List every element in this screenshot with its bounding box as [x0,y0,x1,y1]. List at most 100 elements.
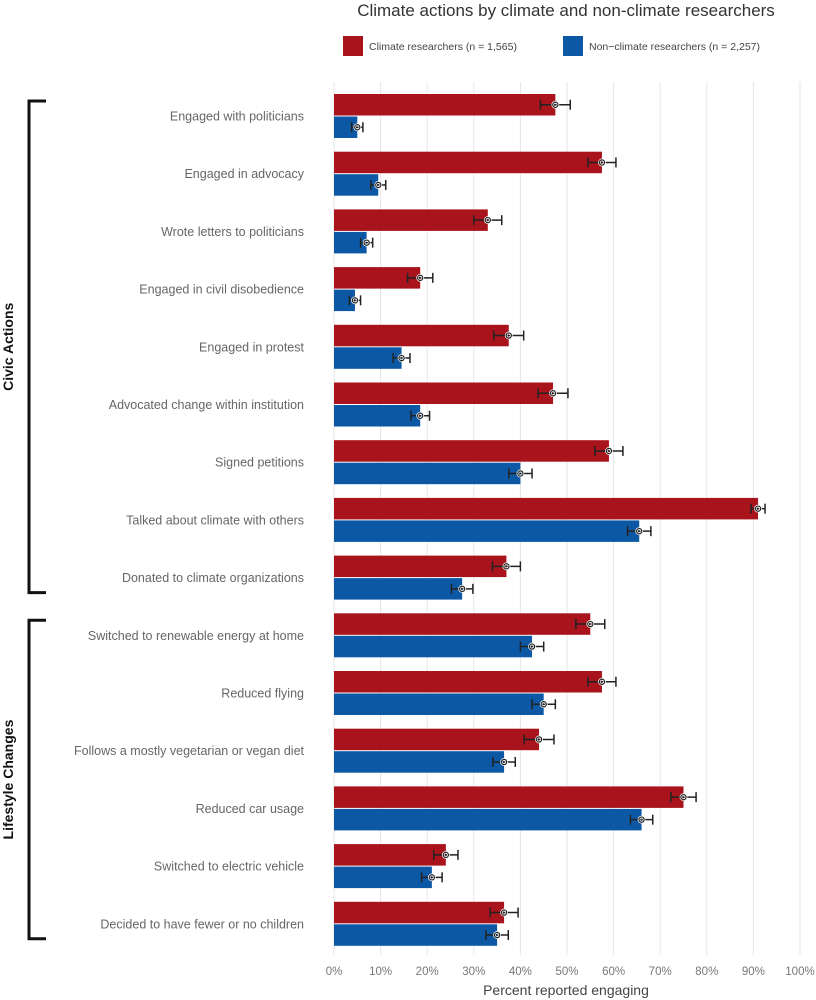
error-bar-non_climate [492,756,517,767]
error-bar-climate [670,792,697,803]
error-bar-climate [594,445,624,456]
bar-climate [334,324,509,347]
group-bracket: Civic Actions [0,99,46,595]
bar-non_climate [334,635,533,658]
category-label: Wrote letters to politicians [161,225,304,239]
x-tick-label: 80% [695,966,718,978]
category-label: Engaged in civil disobedience [139,283,304,297]
category-label: Follows a mostly vegetarian or vegan die… [74,744,305,758]
error-bar-climate [537,388,569,399]
error-bar-climate [587,676,617,687]
error-bar-non_climate [626,526,652,537]
x-tick-label: 70% [649,966,672,978]
error-bar-non_climate [350,122,364,133]
x-tick-labels: 0% 10% 20% 30% 40% 50% 60% 70% 80% 90% 100% [326,966,815,978]
bar-non_climate [334,462,521,485]
error-bar-climate [587,157,617,168]
error-bar-non_climate [410,410,431,421]
error-bar-non_climate [450,583,474,594]
legend-swatch-non_climate [563,36,583,56]
bar-climate [334,94,556,116]
bar-climate [334,901,505,924]
error-bar-climate [406,272,434,283]
x-tick-label: 90% [742,966,765,978]
group-bracket: Lifestyle Changes [0,618,46,941]
error-bar-non_climate [359,237,374,248]
bar-non_climate [334,751,505,773]
bar-non_climate [334,866,432,889]
x-tick-label: 100% [785,966,814,978]
error-bar-non_climate [392,353,411,364]
bar-non_climate [334,693,544,715]
error-bar-climate [493,330,525,341]
bar-non_climate [334,174,379,196]
x-tick-label: 10% [369,966,392,978]
x-tick-label: 50% [555,966,578,978]
bar-climate [334,382,554,404]
error-bar-non_climate [519,641,545,652]
bar-non_climate [334,578,463,600]
x-axis-title: Percent reported engaging [483,982,649,998]
category-label: Reduced flying [221,687,304,701]
bar-non_climate [334,520,640,542]
category-label: Advocated change within institution [109,398,304,412]
bar-climate [334,613,591,635]
bar-non_climate [334,405,421,427]
error-bar-climate [539,99,572,110]
legend-label-non_climate: Non−climate researchers (n = 2,257) [589,41,760,53]
category-labels: Engaged with politicians Engaged in advoc… [74,110,305,932]
legend-label-climate: Climate researchers (n = 1,565) [369,41,517,53]
error-bar-non_climate [531,699,557,710]
group-label: Lifestyle Changes [0,719,16,839]
error-bar-non_climate [370,179,387,190]
bar-non_climate [334,231,367,254]
category-label: Switched to electric vehicle [154,860,304,874]
error-bars [348,99,766,941]
category-label: Reduced car usage [196,802,304,816]
bar-climate [334,728,540,751]
category-label: Engaged in advocacy [184,167,304,181]
x-tick-label: 30% [462,966,485,978]
bars [334,94,759,946]
bar-climate [334,671,602,693]
error-bar-climate [491,561,522,572]
error-bar-climate [489,907,519,918]
category-label: Switched to renewable energy at home [88,629,304,643]
error-bar-non_climate [508,468,533,479]
category-label: Decided to have fewer or no children [100,917,304,931]
bar-climate [334,555,507,578]
chart-title: Climate actions by climate and non-clima… [357,1,775,20]
bar-climate [334,786,684,808]
bar-climate [334,440,609,462]
group-brackets: Civic Actions Lifestyle Changes [0,99,46,941]
error-bar-non_climate [420,872,443,883]
bar-climate [334,209,488,231]
category-label: Engaged in protest [199,340,304,354]
error-bar-climate [473,215,503,226]
bar-non_climate [334,347,402,369]
bar-climate [334,844,446,866]
bar-non_climate [334,116,358,138]
x-tick-label: 60% [602,966,625,978]
x-tick-label: 20% [416,966,439,978]
bar-climate [334,267,421,289]
legend: Climate researchers (n = 1,565) Non−clima… [343,36,760,56]
bar-non_climate [334,289,355,312]
x-tick-label: 0% [326,966,343,978]
category-label: Signed petitions [215,456,304,470]
bar-non_climate [334,924,498,946]
category-label: Talked about climate with others [126,513,304,527]
error-bar-climate [523,734,555,745]
category-label: Donated to climate organizations [122,571,304,585]
error-bar-non_climate [348,295,362,306]
bar-climate [334,497,759,520]
legend-swatch-climate [343,36,363,56]
category-label: Engaged with politicians [170,110,304,124]
error-bar-non_climate [485,930,510,941]
x-tick-label: 40% [509,966,532,978]
error-bar-non_climate [629,814,654,825]
bar-non_climate [334,808,642,831]
error-bar-climate [575,619,606,630]
group-label: Civic Actions [0,303,16,391]
